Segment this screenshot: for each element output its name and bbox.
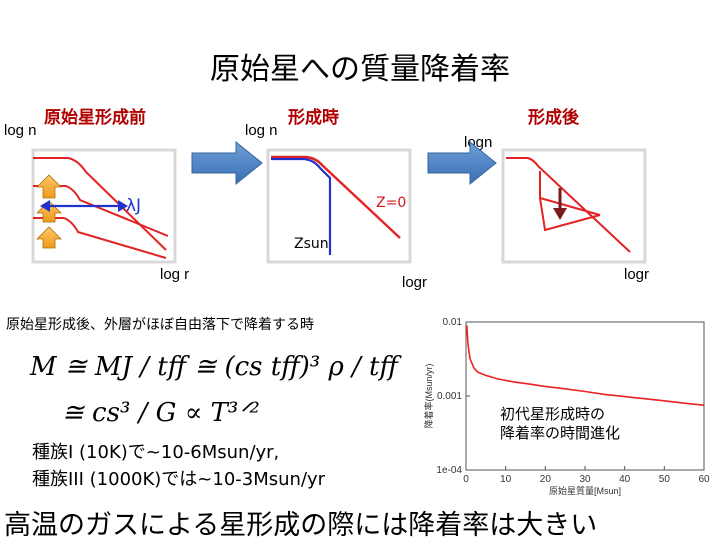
collapse-arrow-icon <box>36 226 62 249</box>
chart-x-tick-label: 40 <box>619 474 631 485</box>
z0-label: Z=0 <box>376 195 407 211</box>
description-text: 原始星形成後、外層がほぼ自由落下で降着する時 <box>6 317 314 333</box>
stage-before-label: 原始星形成前 <box>44 108 146 128</box>
stage-during-label: 形成時 <box>288 108 339 128</box>
jeans-length-arrow-icon <box>40 200 128 212</box>
collapse-arrow-icon <box>36 200 62 223</box>
zsun-label: Zsun <box>294 236 329 252</box>
chart-y-tick-label: 0.001 <box>437 391 462 402</box>
transition-arrow-icon <box>191 140 263 186</box>
equation-line-1: M ≅ MJ / tff ≅ (cs tff)³ ρ / tff <box>30 352 398 382</box>
panel1-x-label: log r <box>160 266 190 283</box>
panel-during <box>266 148 412 264</box>
chart-x-tick-label: 20 <box>540 474 552 485</box>
chart-y-tick-label: 0.01 <box>443 317 463 328</box>
chart-x-tick-label: 0 <box>463 474 469 485</box>
equation-line-2: ≅ cs³ / G ∝ T³ᐟ² <box>62 398 260 428</box>
profile-zsun <box>271 157 332 255</box>
panel-after <box>501 148 647 264</box>
panel1-y-label: log n <box>4 122 37 139</box>
chart-x-tick-label: 30 <box>579 474 591 485</box>
chart-x-tick-label: 10 <box>500 474 512 485</box>
collapse-arrow-icon <box>36 174 62 199</box>
panel-before <box>31 148 177 264</box>
chart-x-label: 原始星質量[Msun] <box>549 485 621 496</box>
density-profile-2 <box>33 185 169 237</box>
profile-z0 <box>271 155 401 239</box>
chart-y-tick-label: 1e-04 <box>436 465 462 476</box>
chart-y-label: 降着率(Msun/yr) <box>423 363 434 428</box>
accretion-rate-series <box>466 325 705 406</box>
stage-diagrams <box>31 140 647 264</box>
density-profile-1 <box>33 157 167 251</box>
example-pop3: 種族III (1000K)では~10-3Msun/yr <box>32 469 326 490</box>
chart-caption: 初代星形成時の 降着率の時間進化 <box>500 405 621 443</box>
down-arrow-head-icon <box>553 208 567 220</box>
panel2-y-label: log n <box>245 122 278 139</box>
density-profile-3 <box>33 217 167 259</box>
chart-x-tick-label: 60 <box>698 474 710 485</box>
stage-after-label: 形成後 <box>528 108 579 128</box>
jeans-length-label: λJ <box>126 196 142 216</box>
example-pop1: 種族I (10K)で~10-6Msun/yr, <box>32 442 280 463</box>
profile-after-1 <box>506 157 631 253</box>
panel2-frame <box>266 148 412 264</box>
conclusion-text: 高温のガスによる星形成の際には降着率は大きい <box>4 510 598 541</box>
panel3-x-label: logr <box>624 266 650 283</box>
page-title: 原始星への質量降着率 <box>210 52 510 87</box>
transition-arrow-icon <box>427 140 497 186</box>
chart-x-tick-label: 50 <box>659 474 671 485</box>
profile-after-3 <box>539 197 601 232</box>
panel2-x-label: logr <box>402 274 428 291</box>
